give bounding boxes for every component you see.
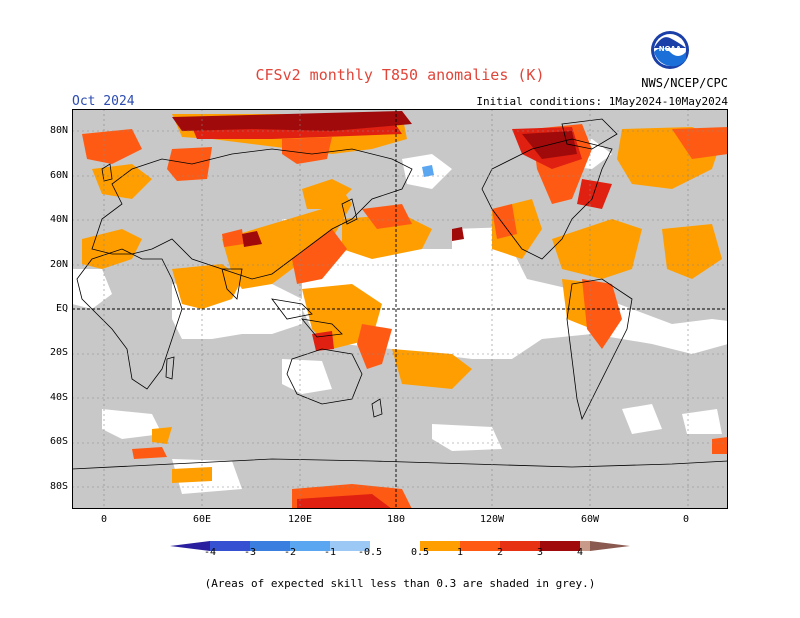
svg-text:NOAA: NOAA <box>659 45 682 53</box>
agency-label: NWS/NCEP/CPC <box>641 76 728 90</box>
colorbar <box>170 541 630 551</box>
colorbar-label: -0.5 <box>357 547 383 558</box>
lon-label: 120W <box>479 514 505 525</box>
lat-label: 60N <box>49 170 68 181</box>
colorbar-segment <box>370 541 420 551</box>
colorbar-label: 1 <box>456 547 464 558</box>
anomaly-map <box>72 109 728 509</box>
noaa-logo: NOAA <box>651 31 689 69</box>
lon-label: 60W <box>580 514 600 525</box>
colorbar-segment <box>290 541 330 551</box>
skill-note: (Areas of expected skill less than 0.3 a… <box>204 577 596 590</box>
colorbar-label: -3 <box>243 547 257 558</box>
colorbar-label: -1 <box>323 547 337 558</box>
lat-label: 80S <box>49 481 68 492</box>
lat-label: 40S <box>49 392 68 403</box>
lat-label: 20S <box>49 347 68 358</box>
lon-label: 120E <box>287 514 313 525</box>
forecast-month: Oct 2024 <box>72 94 135 109</box>
colorbar-label: 3 <box>536 547 544 558</box>
colorbar-arrow-low <box>170 541 210 551</box>
colorbar-segment <box>460 541 500 551</box>
colorbar-segment <box>540 541 580 551</box>
coastlines <box>72 118 728 470</box>
colorbar-segment <box>250 541 290 551</box>
lat-label: 80N <box>49 125 68 136</box>
lon-label: 60E <box>192 514 212 525</box>
colorbar-segment <box>580 541 590 551</box>
chart-title: CFSv2 monthly T850 anomalies (K) <box>255 66 545 84</box>
colorbar-label: -4 <box>203 547 217 558</box>
lon-label: 0 <box>682 514 690 525</box>
lon-label: 0 <box>100 514 108 525</box>
lat-label: 20N <box>49 259 68 270</box>
colorbar-segment <box>500 541 540 551</box>
colorbar-segment <box>330 541 370 551</box>
equator-dateline <box>72 109 728 509</box>
colorbar-arrow-high <box>590 541 630 551</box>
colorbar-segment <box>420 541 460 551</box>
lat-label: 40N <box>49 214 68 225</box>
colorbar-segment <box>210 541 250 551</box>
initial-conditions: Initial conditions: 1May2024-10May2024 <box>476 95 728 108</box>
colorbar-label: -2 <box>283 547 297 558</box>
anomaly-cool <box>422 165 434 177</box>
lat-label: 60S <box>49 436 68 447</box>
lon-label: 180 <box>386 514 406 525</box>
lat-label: EQ <box>55 303 68 314</box>
colorbar-label: 4 <box>576 547 584 558</box>
colorbar-label: 2 <box>496 547 504 558</box>
colorbar-label: 0.5 <box>410 547 430 558</box>
